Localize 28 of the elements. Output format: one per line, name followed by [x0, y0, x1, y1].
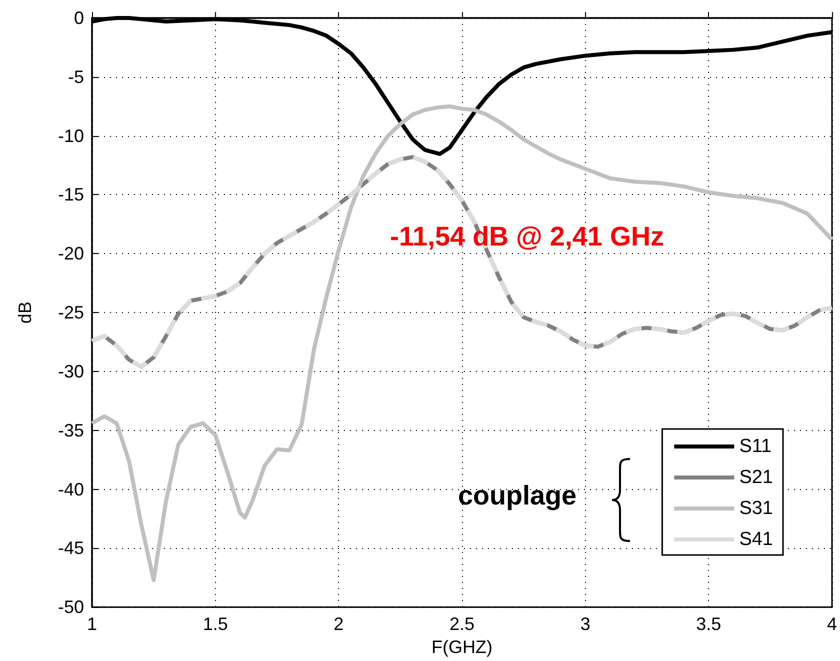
x-axis-title: F(GHZ): [432, 637, 492, 657]
annotation: -11,54 dB @ 2,41 GHz: [390, 222, 664, 252]
y-tick-label: 0: [74, 8, 84, 28]
y-tick-label: -25: [58, 302, 84, 323]
y-tick-label: -50: [58, 597, 84, 618]
x-tick-label: 4: [826, 614, 837, 634]
x-tick-label: 3: [580, 614, 590, 634]
legend-label: S21: [739, 467, 774, 488]
y-tick-label: -20: [58, 244, 84, 264]
y-tick-label: -30: [58, 361, 84, 382]
legend-label: S31: [739, 498, 774, 519]
legend-label: S11: [739, 436, 772, 457]
line-series: [90, 155, 834, 369]
y-tick-label: -40: [58, 479, 84, 500]
y-tick-label: -35: [58, 420, 84, 440]
y-tick-label: -5: [68, 66, 84, 87]
x-tick-label: 1: [86, 614, 98, 634]
x-tick-label: 1.5: [202, 614, 228, 634]
x-tick-label: 2: [334, 614, 344, 634]
y-axis-title: dB: [15, 302, 35, 324]
y-tick-label: -10: [58, 126, 84, 146]
line-series: [90, 104, 834, 582]
x-tick-label: 3.5: [696, 614, 722, 634]
annotation: couplage: [458, 480, 577, 510]
y-tick-label: -15: [58, 184, 84, 205]
legend-label: S41: [739, 529, 774, 550]
x-tick-label: 2.5: [449, 614, 475, 634]
y-tick-label: -45: [58, 538, 84, 558]
